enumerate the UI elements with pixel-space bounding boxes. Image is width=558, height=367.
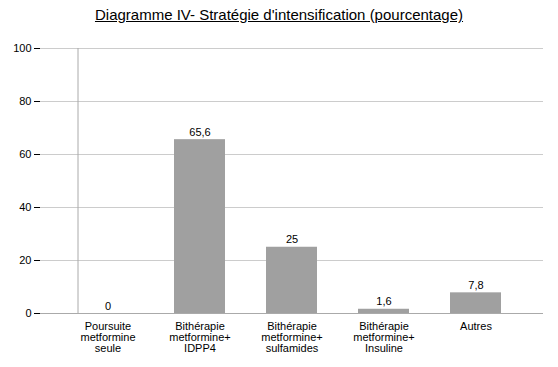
svg-text:100: 100 (13, 42, 31, 54)
svg-text:20: 20 (19, 254, 31, 266)
svg-text:0: 0 (25, 307, 31, 319)
svg-text:Poursuitemetformineseule: Poursuitemetformineseule (80, 320, 135, 354)
svg-text:0: 0 (105, 300, 111, 312)
svg-text:25: 25 (286, 233, 298, 245)
svg-text:80: 80 (19, 95, 31, 107)
svg-text:1,6: 1,6 (376, 295, 391, 307)
svg-text:40: 40 (19, 201, 31, 213)
svg-text:65,6: 65,6 (189, 126, 210, 138)
html-text:Diagramme IV- Stratégie d'inte: Diagramme IV- Stratégie d'intensificatio… (95, 6, 463, 23)
svg-text:Bithérapiemetformine+sulfamide: Bithérapiemetformine+sulfamides (261, 320, 322, 354)
svg-text:Autres: Autres (460, 320, 492, 332)
svg-text:7,8: 7,8 (468, 279, 483, 291)
svg-text:Bithérapiemetformine+Insuline: Bithérapiemetformine+Insuline (353, 320, 414, 354)
svg-text:60: 60 (19, 148, 31, 160)
svg-text:Bithérapiemetformine+IDPP4: Bithérapiemetformine+IDPP4 (169, 320, 230, 354)
